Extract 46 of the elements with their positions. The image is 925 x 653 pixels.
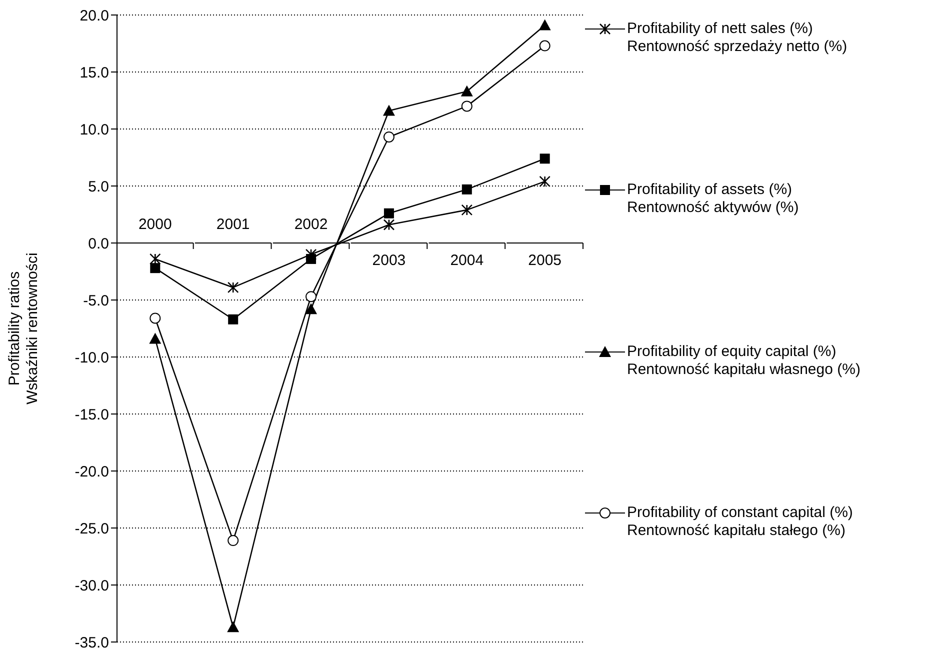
y-tick-label: -30.0 bbox=[74, 577, 109, 594]
point bbox=[538, 19, 551, 30]
point bbox=[383, 131, 394, 142]
y-axis-title: Profitability ratios Wskaźniki rentowności bbox=[6, 252, 41, 404]
point bbox=[150, 253, 161, 265]
point bbox=[539, 40, 550, 52]
y-tick-label: -20.0 bbox=[74, 463, 109, 480]
y-tick-label: 10.0 bbox=[80, 121, 109, 138]
y-tick-label: -10.0 bbox=[74, 349, 109, 366]
y-tick-label: -15.0 bbox=[74, 406, 109, 424]
legend-label: Profitability of constant capital (%) Rentowność kapitału stałego (%) bbox=[627, 504, 853, 540]
legend-label: Profitability of nett sales (%) Rentowność sprzedaży netto (%) bbox=[627, 20, 848, 56]
point bbox=[383, 219, 395, 230]
point bbox=[539, 176, 550, 188]
point bbox=[150, 312, 161, 324]
x-tick-label: 2002 bbox=[294, 216, 328, 233]
point bbox=[461, 204, 473, 216]
y-tick-label: 0.0 bbox=[88, 235, 109, 252]
point bbox=[306, 291, 317, 302]
point bbox=[540, 154, 550, 164]
point bbox=[227, 621, 240, 632]
legend-label: Profitability of assets (%) Rentowność aktywów (%) bbox=[627, 181, 799, 218]
point bbox=[149, 332, 162, 344]
legend-label: Profitability of equity capital (%) Rentowność kapitału własnego (%) bbox=[627, 342, 860, 379]
point bbox=[461, 100, 472, 112]
point bbox=[460, 85, 473, 96]
point bbox=[382, 104, 395, 116]
point bbox=[228, 314, 238, 324]
point bbox=[305, 303, 318, 314]
x-tick-label: 2005 bbox=[528, 252, 562, 269]
x-tick-label: 2003 bbox=[372, 252, 406, 269]
point bbox=[150, 263, 160, 274]
point bbox=[462, 184, 472, 194]
point bbox=[228, 535, 239, 546]
point bbox=[305, 248, 317, 260]
y-tick-label: -25.0 bbox=[74, 520, 109, 538]
y-tick-label: -5.0 bbox=[83, 292, 109, 310]
x-tick-label: 2001 bbox=[216, 216, 250, 233]
y-tick-label: 20.0 bbox=[80, 7, 109, 24]
y-tick-label: -35.0 bbox=[74, 634, 109, 652]
x-tick-label: 2000 bbox=[138, 216, 172, 233]
point bbox=[227, 282, 239, 294]
y-tick-label: 15.0 bbox=[80, 64, 109, 82]
y-tick-label: 5.0 bbox=[88, 178, 109, 196]
x-tick-label: 2004 bbox=[450, 252, 484, 269]
point bbox=[384, 208, 394, 218]
